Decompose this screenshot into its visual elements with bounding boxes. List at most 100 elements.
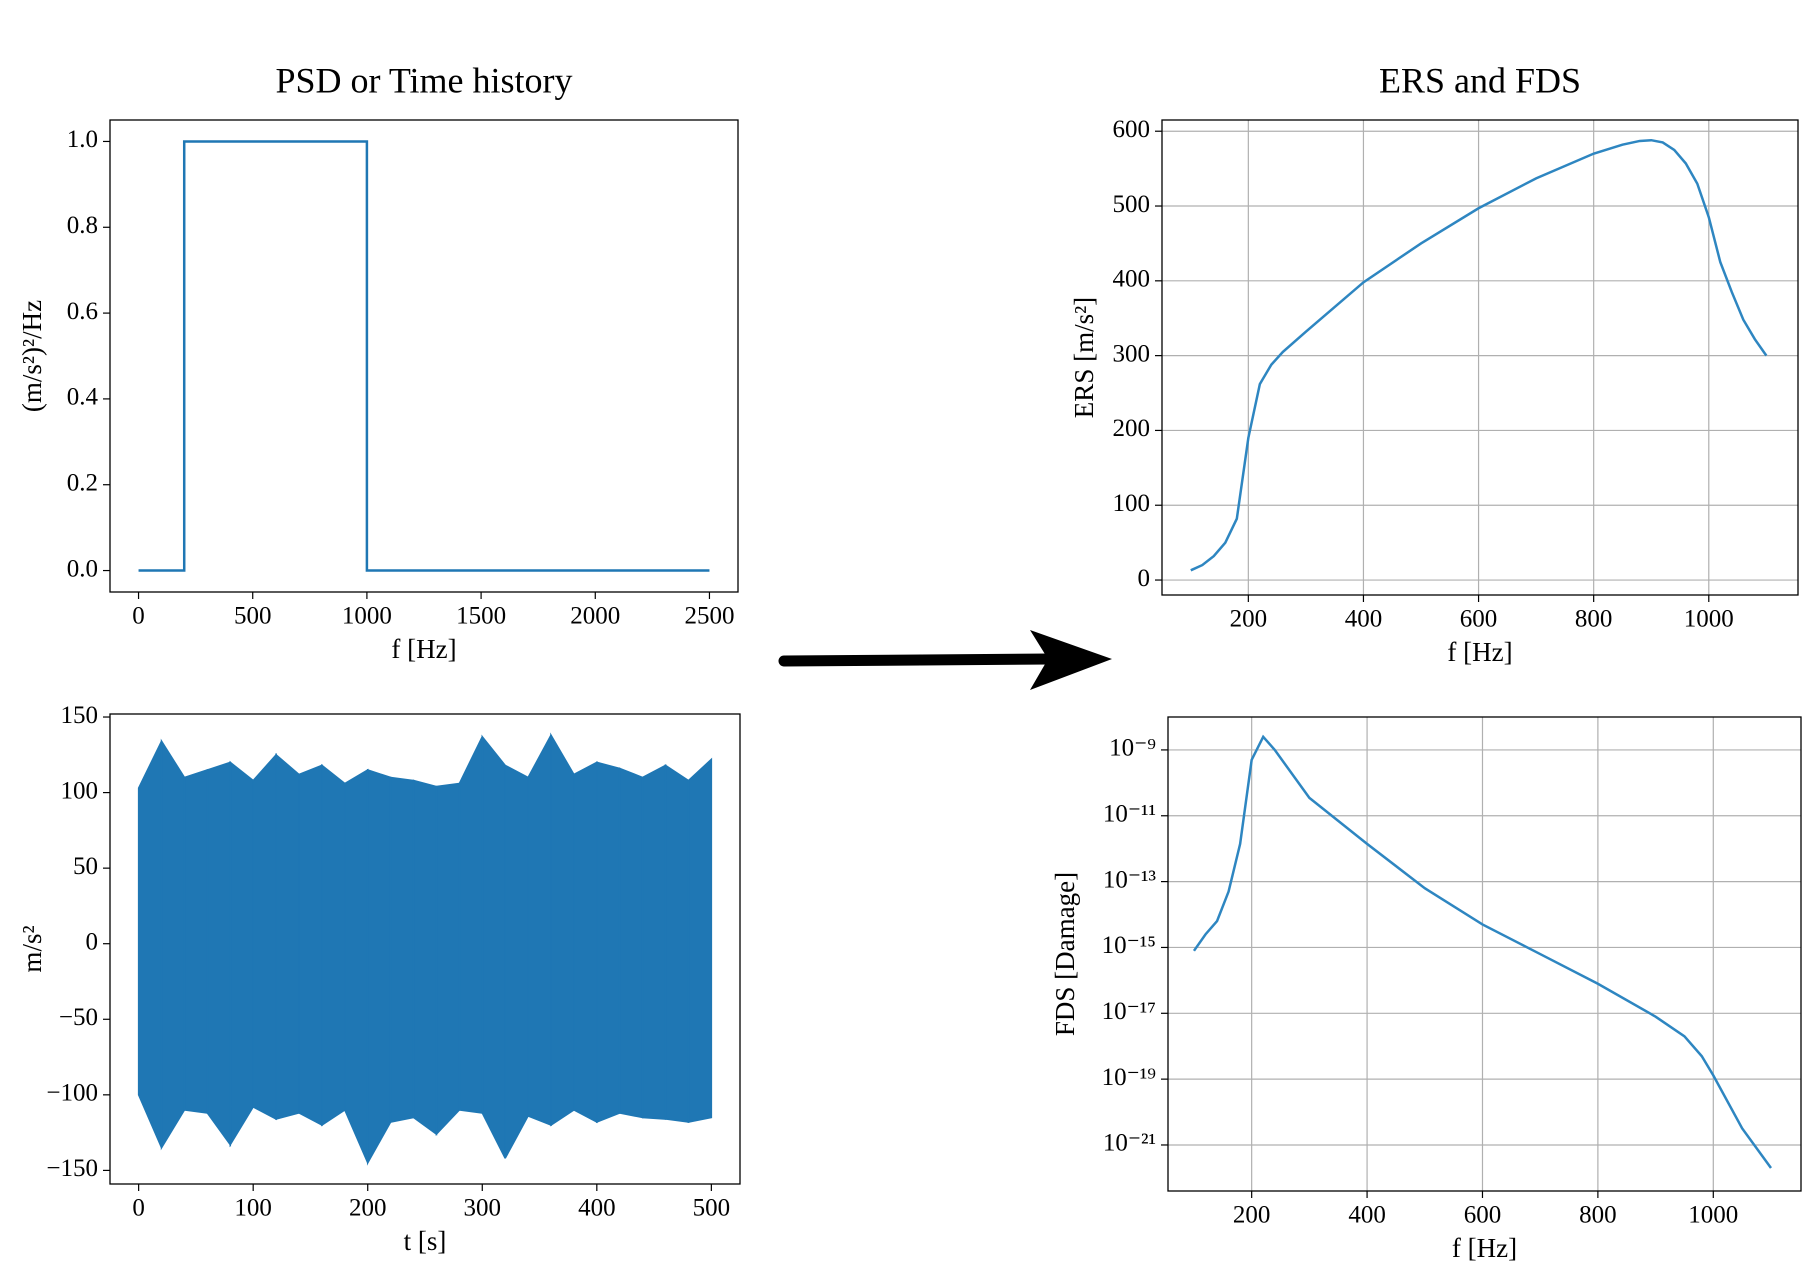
y-tick-label: 0.4: [67, 384, 99, 411]
signal-band: [687, 757, 713, 1123]
y-tick-label: 600: [1113, 116, 1151, 143]
x-tick-label: 1000: [342, 603, 392, 630]
y-tick-label: 100: [61, 777, 99, 804]
signal-band: [412, 779, 438, 1136]
x-tick-label: 2000: [570, 603, 620, 630]
axes-frame: [109, 119, 739, 593]
x-tick-label: 2500: [684, 603, 734, 630]
y-tick-label: −150: [46, 1155, 98, 1182]
y-tick-label: 400: [1113, 266, 1151, 293]
line: [138, 140, 710, 572]
y-tick-label: 150: [61, 702, 99, 729]
signal-band: [550, 732, 575, 1127]
x-tick-label: 500: [234, 603, 272, 630]
y-tick-label: 10⁻¹⁷: [1102, 998, 1156, 1025]
signal-band: [504, 764, 529, 1159]
subplot: 200 400 600 800 1000 0 100 200 300 400 500 600 ERS a…: [1069, 60, 1799, 667]
y-tick-label: 0.2: [67, 469, 98, 496]
y-tick-label: 10⁻⁹: [1109, 735, 1156, 762]
signal-band: [206, 761, 232, 1148]
signal-band: [298, 764, 323, 1127]
signal-band: [435, 782, 461, 1137]
x-tick-label: 400: [578, 1195, 616, 1222]
subplot: 0 100 200 300 400 500 −150 −100 −50 0 50 100 150 t [s…: [17, 702, 741, 1256]
y-tick-label: 500: [1113, 191, 1151, 218]
x-tick-label: 600: [1460, 606, 1498, 633]
y-tick-label: −50: [59, 1004, 98, 1031]
x-tick-label: 0: [132, 603, 145, 630]
x-axis-label: f [Hz]: [1452, 1233, 1517, 1263]
y-tick-label: 10⁻¹⁹: [1102, 1064, 1156, 1091]
arrow-shaft: [778, 653, 1056, 667]
x-tick-label: 1500: [456, 603, 506, 630]
axes-frame: [1161, 119, 1799, 596]
axes-frame: [1167, 716, 1802, 1192]
y-tick-label: 10⁻¹⁵: [1102, 932, 1156, 959]
y-axis-label: ERS [m/s²]: [1069, 297, 1099, 418]
signal-band: [641, 764, 667, 1120]
x-tick-label: 200: [349, 1195, 387, 1222]
signal-band: [573, 761, 598, 1124]
y-axis-label: m/s²: [17, 925, 47, 972]
y-tick-label: 100: [1113, 490, 1151, 517]
subplot-title: ERS and FDS: [1379, 60, 1581, 100]
signal-band: [275, 753, 300, 1120]
signal-band: [596, 761, 621, 1124]
subplot-title: PSD or Time history: [275, 60, 572, 100]
y-tick-label: 10⁻¹¹: [1103, 800, 1156, 827]
x-tick-label: 100: [234, 1195, 272, 1222]
y-tick-label: 0: [1138, 565, 1151, 592]
subplot: 200 400 600 800 1000 10⁻²¹ 10⁻¹⁹ 10⁻¹⁷ 10⁻¹⁵ 10⁻¹…: [1050, 716, 1802, 1263]
y-tick-label: 0.6: [67, 298, 98, 325]
x-tick-label: 600: [1464, 1202, 1502, 1229]
x-axis-label: t [s]: [404, 1226, 447, 1256]
y-tick-label: 0.8: [67, 212, 98, 239]
x-tick-label: 200: [1230, 606, 1268, 633]
signal-band: [229, 760, 254, 1148]
y-tick-label: 10⁻²¹: [1103, 1130, 1156, 1157]
y-axis-label: (m/s²)²/Hz: [17, 300, 47, 412]
signal-band: [527, 734, 552, 1127]
x-tick-label: 0: [132, 1195, 145, 1222]
x-tick-label: 1000: [1688, 1202, 1738, 1229]
signal-band: [321, 763, 346, 1127]
x-axis-label: f [Hz]: [1447, 637, 1512, 667]
y-tick-label: 200: [1113, 415, 1151, 442]
x-tick-label: 500: [693, 1195, 731, 1222]
y-axis-label: FDS [Damage]: [1050, 872, 1080, 1036]
x-tick-label: 800: [1575, 606, 1613, 633]
signal-band: [618, 767, 644, 1119]
axes-frame: [109, 713, 741, 1185]
line: [1190, 138, 1768, 572]
signal-band: [160, 738, 186, 1151]
y-tick-label: 10⁻¹³: [1103, 866, 1157, 893]
y-tick-label: −100: [46, 1080, 98, 1107]
line: [1192, 734, 1773, 1169]
signal-band: [344, 768, 369, 1164]
y-tick-label: 0: [86, 928, 99, 955]
signal-band: [481, 734, 506, 1159]
x-axis-label: f [Hz]: [391, 634, 456, 664]
y-tick-label: 0.0: [67, 555, 98, 582]
arrow-head: [1030, 630, 1112, 690]
y-tick-label: 50: [73, 853, 98, 880]
signal-band: [366, 768, 392, 1166]
x-tick-label: 1000: [1684, 606, 1734, 633]
signal-band: [183, 768, 209, 1114]
signal-band: [252, 752, 277, 1121]
signal-band: [389, 776, 415, 1123]
signal-band: [458, 736, 484, 1114]
signal-band: [664, 763, 690, 1123]
x-tick-label: 300: [464, 1195, 502, 1222]
y-tick-label: 300: [1113, 340, 1151, 367]
y-tick-label: 1.0: [67, 126, 98, 153]
arrow: [778, 630, 1112, 690]
x-tick-label: 400: [1345, 606, 1383, 633]
x-tick-label: 800: [1579, 1202, 1617, 1229]
subplot: 0 500 1000 1500 2000 2500 0.0 0.2 0.4 0.6 0.8 1.0 PS…: [17, 60, 739, 664]
x-tick-label: 400: [1348, 1202, 1386, 1229]
x-tick-label: 200: [1233, 1202, 1271, 1229]
signal-band: [137, 740, 163, 1149]
